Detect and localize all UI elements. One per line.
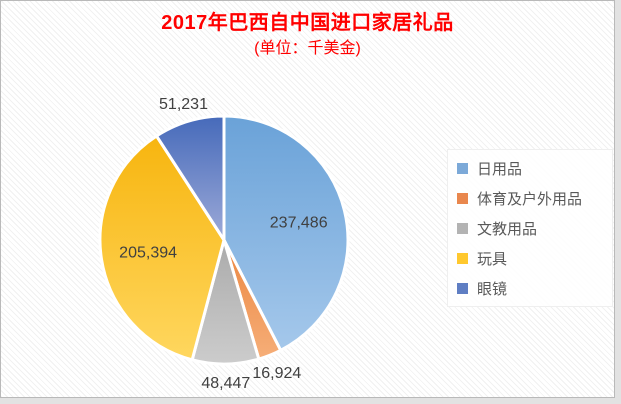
legend-item-2: 文教用品 (457, 213, 612, 243)
data-label-4: 51,231 (159, 96, 208, 113)
legend-label: 日用品 (477, 160, 523, 178)
legend: 日用品体育及户外用品 文教用品玩具眼镜 (447, 149, 613, 307)
legend-item-3: 玩具 (457, 243, 612, 273)
legend-swatch-icon (457, 252, 468, 264)
legend-item-1: 体育及户外用品 (457, 183, 612, 213)
chart-canvas: 2017年巴西自中国进口家居礼品 (单位：千美金) 237,486 16,924 4… (0, 0, 615, 398)
data-label-0: 237,486 (270, 214, 328, 231)
data-label-3: 205,394 (119, 245, 177, 262)
data-label-2: 48,447 (201, 375, 250, 392)
legend-item-4: 眼镜 (457, 273, 612, 303)
legend-swatch-icon (457, 282, 468, 294)
pie-slice-4 (155, 114, 226, 242)
legend-label: 眼镜 (477, 280, 508, 298)
chart-subtitle: (单位：千美金) (254, 40, 361, 57)
data-label-1: 16,924 (252, 365, 301, 382)
legend-swatch-icon (457, 162, 468, 174)
title-block: 2017年巴西自中国进口家居礼品 (单位：千美金) (1, 11, 614, 59)
legend-label: 体育及户外用品 (477, 190, 583, 208)
pie-slice-0 (222, 114, 350, 352)
legend-label: 文教用品 (477, 220, 538, 238)
legend-item-0: 日用品 (457, 153, 612, 183)
legend-label: 玩具 (477, 250, 508, 268)
pie-slice-3 (98, 134, 226, 362)
legend-swatch-icon (457, 192, 468, 204)
legend-swatch-icon (457, 222, 468, 234)
chart-title: 2017年巴西自中国进口家居礼品 (161, 12, 454, 34)
